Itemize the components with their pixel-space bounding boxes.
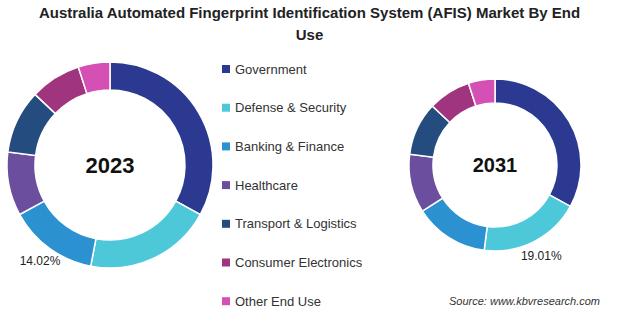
legend-swatch xyxy=(222,142,230,150)
legend-swatch xyxy=(222,181,230,189)
slice xyxy=(422,198,487,250)
legend-label: Government xyxy=(235,62,307,77)
chart: Australia Automated Fingerprint Identifi… xyxy=(0,0,619,321)
slice xyxy=(91,201,201,268)
slice xyxy=(484,195,570,251)
legend-label: Banking & Finance xyxy=(235,139,344,154)
data-label: 14.02% xyxy=(20,254,61,268)
legend-swatch xyxy=(222,220,230,228)
slice xyxy=(110,62,213,215)
legend: Government Defense & Security Banking & Fi… xyxy=(222,62,363,309)
legend-swatch xyxy=(222,65,230,73)
legend-label: Defense & Security xyxy=(235,100,347,115)
legend-label: Transport & Logistics xyxy=(235,216,357,231)
legend-swatch xyxy=(222,297,230,305)
title: Australia Automated Fingerprint Identifi… xyxy=(39,4,580,43)
title-line: Australia Automated Fingerprint Identifi… xyxy=(39,4,580,21)
donut xyxy=(409,79,581,251)
legend-label: Consumer Electronics xyxy=(235,255,363,270)
title-line: Use xyxy=(296,26,324,43)
slice xyxy=(35,67,87,114)
legend-swatch xyxy=(222,104,230,112)
slice xyxy=(468,79,495,106)
annotation: Source: www.kbvresearch.com xyxy=(449,295,600,307)
slice xyxy=(409,154,443,211)
legend-label: Other End Use xyxy=(235,294,321,309)
slice xyxy=(7,152,44,215)
donut-label: 2031 xyxy=(473,154,518,176)
slice xyxy=(78,62,110,94)
donut xyxy=(7,62,213,268)
slice xyxy=(432,83,476,122)
donut-label: 2023 xyxy=(86,153,135,178)
legend-swatch xyxy=(222,259,230,267)
data-label: 19.01% xyxy=(521,249,562,263)
legend-label: Healthcare xyxy=(235,178,298,193)
slice xyxy=(495,79,581,206)
